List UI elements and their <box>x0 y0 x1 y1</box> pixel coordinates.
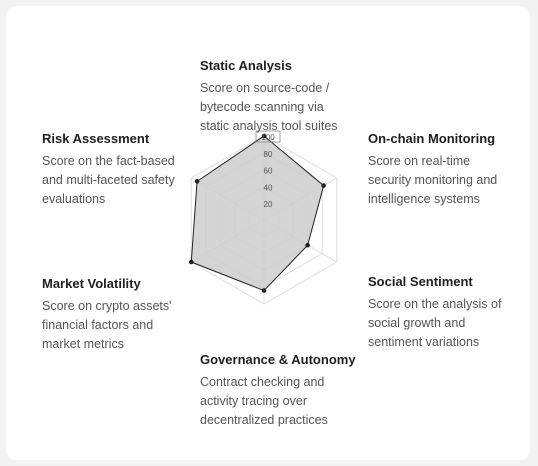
desc-line: evaluations <box>42 192 106 206</box>
dimension-title: On-chain Monitoring <box>368 131 496 146</box>
desc-line: and multi-faceted safety <box>42 173 175 187</box>
desc-line: Score on the analysis of <box>368 297 502 311</box>
data-point <box>261 133 267 139</box>
desc-line: sentiment variations <box>368 335 480 349</box>
radar-series <box>188 133 326 293</box>
desc-line: social growth and <box>368 316 466 330</box>
data-point <box>261 288 267 293</box>
dimension-desc: Score on real-time security monitoring a… <box>368 152 497 209</box>
desc-line: Score on source-code / <box>200 81 330 95</box>
desc-line: financial factors and <box>42 318 154 332</box>
dimension-desc: Score on crypto assets' financial factor… <box>42 297 172 354</box>
dimension-desc: Score on source-code / bytecode scanning… <box>200 79 338 136</box>
dimension-desc: Score on the analysis of social growth a… <box>368 295 501 352</box>
desc-line: Score on the fact-based <box>42 154 175 168</box>
desc-line: Score on crypto assets' <box>42 299 172 313</box>
data-point <box>305 242 310 248</box>
dimension-social-sentiment: Social Sentiment Score on the analysis o… <box>368 274 501 352</box>
radar-ticks: 20 40 60 80 100 <box>255 130 281 209</box>
desc-line: market metrics <box>42 337 124 351</box>
data-point <box>194 179 200 184</box>
dimension-title: Market Volatility <box>42 276 141 291</box>
dimension-risk-assessment: Risk Assessment Score on the fact-based … <box>42 131 175 209</box>
desc-line: bytecode scanning via <box>200 100 324 114</box>
dimension-governance-autonomy: Governance & Autonomy Contract checking … <box>200 352 356 430</box>
dimension-market-volatility: Market Volatility Score on crypto assets… <box>42 276 172 354</box>
tick-label: 80 <box>264 150 273 159</box>
dimension-on-chain-monitoring: On-chain Monitoring Score on real-time s… <box>368 131 497 209</box>
tick-label: 20 <box>264 200 273 209</box>
desc-line: activity tracing over <box>200 394 307 408</box>
desc-line: Score on real-time <box>368 154 471 168</box>
tick-label: 100 <box>261 133 275 142</box>
data-point <box>321 183 326 188</box>
data-point <box>188 259 194 265</box>
dimension-desc: Score on the fact-based and multi-facete… <box>42 152 175 209</box>
desc-line: security monitoring and <box>368 173 498 187</box>
dimension-title: Governance & Autonomy <box>200 352 356 367</box>
tick-label: 40 <box>264 183 273 192</box>
dimension-title: Static Analysis <box>200 58 293 73</box>
desc-line: Contract checking and <box>200 375 325 389</box>
dimension-desc: Contract checking and activity tracing o… <box>200 373 356 430</box>
tick-highlight-box <box>255 130 281 143</box>
dimension-title: Risk Assessment <box>42 131 150 146</box>
desc-line: intelligence systems <box>368 192 480 206</box>
desc-line: decentralized practices <box>200 413 328 427</box>
dimension-static-analysis: Static Analysis Score on source-code / b… <box>200 58 338 136</box>
tick-label: 60 <box>264 167 273 176</box>
dimension-title: Social Sentiment <box>368 274 473 289</box>
desc-line: static analysis tool suites <box>200 119 338 133</box>
